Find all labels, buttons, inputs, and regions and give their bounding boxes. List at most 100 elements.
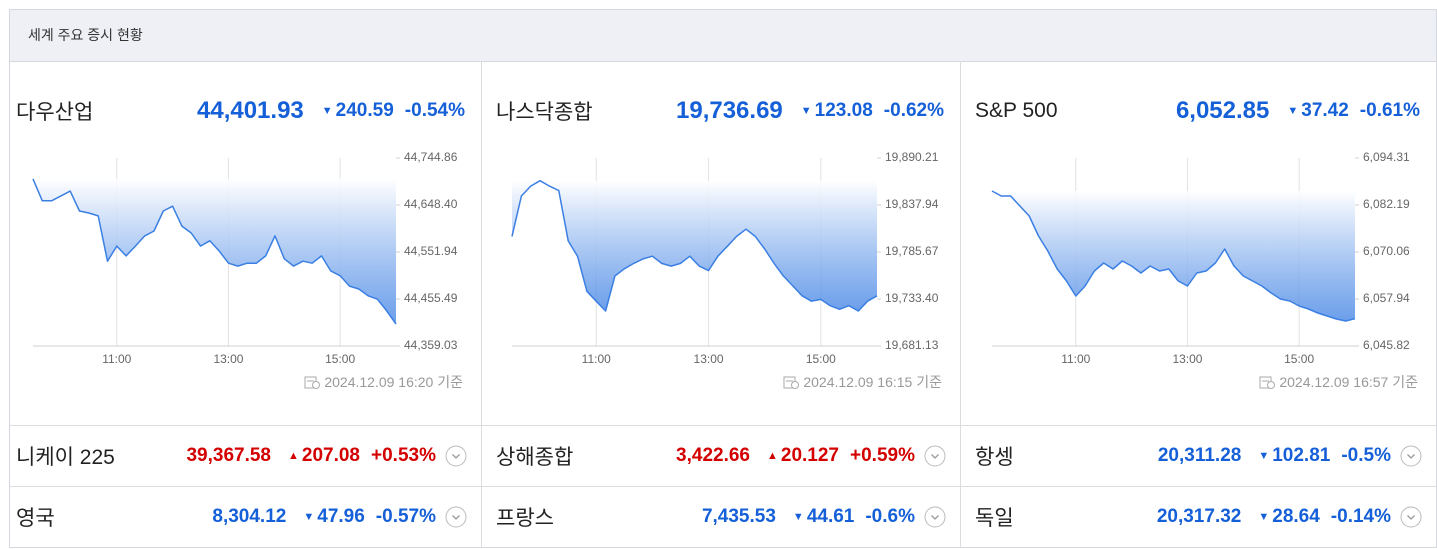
price: 8,304.12 [212,506,287,527]
header: 세계 주요 증시 현황 [10,10,1436,62]
x-tick-label: 15:00 [806,352,836,366]
icon-clock [791,381,800,389]
button-circle [924,506,946,528]
change-value: 37.42 [1301,100,1349,121]
button-circle [445,506,467,528]
change-value: 240.59 [335,100,394,121]
calendar-icon [783,376,800,389]
x-tick-label: 11:00 [582,352,611,366]
line [32,178,397,325]
change-value: 20.127 [780,445,840,466]
index-name: 나스닥종합 [496,101,593,124]
index-name: 프랑스 [496,507,554,530]
index-name: 독일 [975,507,1014,530]
y-tick-label: 6,070.06 [1363,244,1410,258]
index-name: 니케이 225 [16,446,115,469]
expand-button[interactable] [1400,445,1422,467]
price: 7,435.53 [701,506,776,527]
change-percent: -0.6% [865,506,915,527]
chart: 11:00 13:00 15:00 19,890.21 19,837.94 19,785.… [511,150,939,366]
change-arrow: ▼ [800,105,812,117]
expand-button[interactable] [445,445,467,467]
change-arrow: ▼ [792,511,804,523]
change-percent: -0.5% [1341,445,1391,466]
index-cell: 항셍 20,311.28 ▼ 102.81 -0.5% [961,426,1436,486]
index-cell: 프랑스 7,435.53 ▼ 44.61 -0.6% [482,487,961,547]
index-panels: 11:00 13:00 15:00 44,744.86 44,648.40 44,551.… [10,62,1436,425]
line [511,179,878,312]
change-arrow: ▼ [1258,511,1270,523]
change-arrow: ▲ [767,450,778,462]
change: ▼ 102.81 [1258,445,1330,467]
chart: 11:00 13:00 15:00 44,744.86 44,648.40 44,551.… [32,150,458,366]
y-tick-label: 6,057.94 [1363,291,1410,305]
expand-button[interactable] [1400,506,1422,528]
y-tick-label: 44,744.86 [404,150,458,164]
timestamp: 2024.12.09 16:57 기준 [1259,372,1418,392]
change: ▼ 240.59 [322,100,394,122]
timestamp: 2024.12.09 16:20 기준 [304,372,463,392]
x-tick-label: 11:00 [1061,352,1090,366]
index-panel: 11:00 13:00 15:00 44,744.86 44,648.40 44,551.… [10,62,482,425]
x-tick-label: 13:00 [1172,352,1202,366]
y-tick-label: 19,681.13 [885,338,939,352]
button-chevron [1407,515,1415,520]
change-arrow: ▼ [1287,105,1299,117]
timestamp-text: 2024.12.09 16:20 기준 [324,374,463,390]
change-arrow: ▲ [288,450,299,462]
index-row: 영국 8,304.12 ▼ 47.96 -0.57% 프랑스 7,435.53 ▼ 44.61-… [10,487,1436,547]
expand-button[interactable] [445,506,467,528]
price: 20,317.32 [1156,506,1242,527]
change-percent: -0.62% [883,100,944,121]
change-value: 102.81 [1272,445,1331,466]
y-tick-label: 44,455.49 [404,291,458,305]
button-circle [445,445,467,467]
change-arrow: ▼ [303,511,315,523]
index-name: 항셍 [975,446,1014,469]
button-circle [1400,506,1422,528]
change-percent: -0.54% [404,100,465,121]
button-chevron [931,454,939,459]
x-tick-label: 13:00 [694,352,724,366]
index-name: 영국 [16,507,55,530]
button-circle [924,445,946,467]
change: ▼ 37.42 [1287,100,1348,122]
index-name: S&P 500 [975,99,1058,122]
index-cell: 니케이 225 39,367.58 ▲ 207.08 +0.53% [10,426,482,486]
change-percent: +0.53% [371,445,436,466]
button-chevron [452,454,460,459]
x-tick-label: 13:00 [213,352,243,366]
change-value: 207.08 [301,445,361,466]
expand-button[interactable] [924,445,946,467]
index-panel: 11:00 13:00 15:00 19,890.21 19,837.94 19,785.… [482,62,961,425]
y-tick-label: 6,082.19 [1363,197,1410,211]
line [991,190,1356,322]
stock-widget: 세계 주요 증시 현황 11:00 13:00 15:00 44,744.86 44,6… [9,9,1437,548]
change-percent: -0.14% [1330,506,1391,527]
change: ▼ 44.61 [793,506,854,528]
price: 44,401.93 [197,97,304,124]
icon-clock [1267,381,1276,389]
panel-heading: S&P 500 6,052.85 ▼ 37.42 -0.61% [961,92,1436,130]
index-rows: 니케이 225 39,367.58 ▲ 207.08 +0.53% 상해종합 3,422.6… [10,425,1436,547]
expand-button[interactable] [924,506,946,528]
y-tick-label: 19,837.94 [885,197,939,211]
price: 3,422.66 [676,445,750,466]
price: 39,367.58 [186,445,271,466]
price: 20,311.28 [1157,445,1242,466]
y-tick-label: 6,094.31 [1363,150,1410,164]
x-tick-label: 11:00 [102,352,131,366]
change-arrow: ▼ [1258,450,1270,462]
index-name: 다우산업 [16,101,94,124]
x-tick-label: 15:00 [1284,352,1314,366]
change-value: 44.61 [806,506,855,527]
area [992,191,1355,321]
price: 19,736.69 [676,97,783,124]
chart: 11:00 13:00 15:00 6,094.31 6,082.19 6,070.06 6… [991,150,1410,366]
change-arrow: ▼ [321,105,333,117]
x-tick-label: 15:00 [325,352,355,366]
y-tick-label: 19,733.40 [885,291,939,305]
price: 6,052.85 [1175,97,1270,124]
change: ▼ 47.96 [303,506,364,528]
button-chevron [452,515,460,520]
